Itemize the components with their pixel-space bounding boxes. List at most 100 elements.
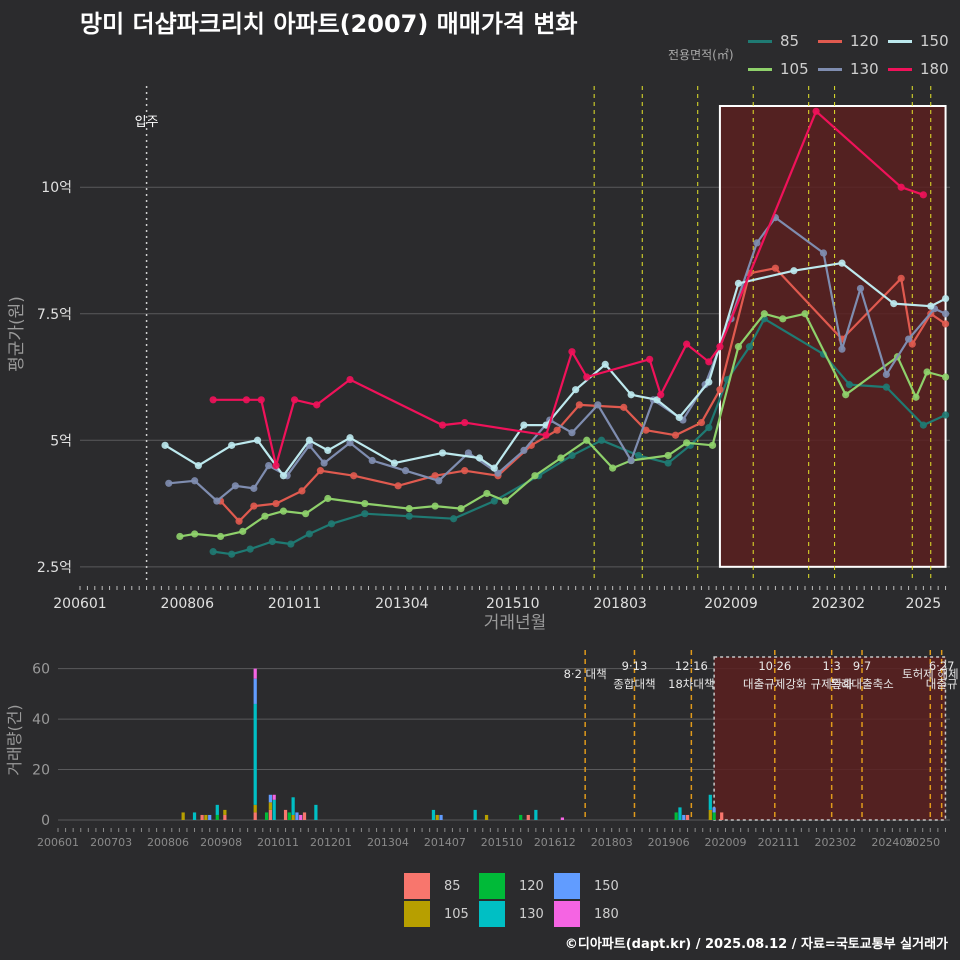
data-point-85 (305, 530, 313, 538)
bar-x-tick-label: 201304 (367, 836, 409, 849)
data-point-130 (627, 456, 635, 465)
bar-y-tick-label: 60 (32, 662, 50, 678)
data-point-105 (609, 464, 617, 472)
data-point-85 (597, 436, 606, 444)
bar-highlight-box (713, 656, 947, 821)
line-legend-label: 130 (850, 60, 879, 78)
y-tick-label: 10억 (41, 180, 72, 196)
data-point-130 (231, 482, 239, 490)
bar-legend-label: 130 (519, 906, 544, 922)
policy-label: 6·27 (929, 659, 955, 673)
move-in-label: 입주 (135, 115, 159, 130)
data-point-120 (697, 418, 706, 427)
data-point-120 (350, 472, 358, 480)
data-point-130 (346, 439, 354, 447)
data-point-180 (705, 358, 713, 366)
data-point-120 (642, 426, 650, 434)
bar-y-axis-title: 거래량(건) (5, 704, 24, 775)
data-point-180 (657, 391, 665, 399)
bar-legend-swatch (554, 901, 580, 927)
bar-120 (287, 812, 291, 820)
data-point-180 (257, 396, 265, 404)
data-point-130 (856, 284, 865, 293)
data-point-150 (927, 302, 935, 310)
data-point-85 (327, 520, 336, 528)
bar-legend-item-105: 105 (404, 900, 469, 928)
line-legend-swatch (748, 67, 772, 71)
data-point-120 (431, 472, 439, 480)
data-point-130 (520, 446, 528, 455)
data-point-150 (734, 279, 743, 287)
data-point-85 (246, 545, 254, 553)
data-point-150 (490, 464, 498, 472)
data-point-85 (568, 451, 576, 460)
data-point-105 (923, 368, 931, 376)
policy-label: 12·16 (675, 659, 708, 673)
data-point-180 (209, 396, 217, 404)
series-line-120 (219, 267, 947, 523)
line-legend-item-150: 150 (888, 30, 949, 52)
data-point-120 (771, 264, 780, 272)
x-tick-label: 201304 (375, 596, 429, 612)
data-point-130 (941, 310, 950, 318)
data-point-150 (520, 421, 528, 429)
policy-label-line2: 18차대책 (668, 677, 714, 691)
data-point-105 (779, 315, 787, 323)
data-point-150 (253, 436, 262, 444)
data-point-120 (250, 502, 258, 510)
data-point-120 (575, 401, 583, 409)
data-point-105 (279, 507, 288, 515)
policy-label-line2: 규제완화 (811, 677, 854, 691)
data-point-130 (435, 477, 443, 485)
data-point-180 (313, 401, 321, 409)
line-legend-label: 150 (920, 32, 949, 50)
data-point-180 (568, 348, 576, 356)
data-point-105 (361, 499, 369, 508)
policy-label-line2: 대출규 (926, 677, 958, 691)
bar-120 (215, 814, 219, 820)
data-point-150 (653, 396, 661, 404)
bar-legend-swatch (479, 901, 505, 927)
bar-85 (268, 809, 272, 820)
bar-x-tick-label: 201011 (257, 836, 299, 849)
data-point-85 (449, 515, 458, 523)
data-point-105 (431, 502, 439, 510)
data-point-105 (801, 310, 809, 318)
bar-120 (712, 812, 716, 820)
data-point-130 (213, 497, 221, 505)
bar-150 (712, 807, 716, 813)
policy-label-line2: 특례대출축소 (830, 677, 893, 691)
data-point-105 (664, 451, 672, 460)
data-point-150 (790, 267, 798, 275)
data-point-105 (302, 510, 310, 518)
data-point-180 (583, 373, 591, 381)
data-point-120 (235, 517, 243, 525)
line-legend-swatch (818, 67, 842, 71)
data-point-180 (290, 396, 299, 404)
line-legend-label: 180 (920, 60, 949, 78)
bar-85 (526, 814, 530, 820)
data-point-120 (394, 482, 402, 490)
data-point-130 (265, 461, 273, 470)
bar-130 (272, 799, 276, 820)
bar-150 (682, 814, 686, 820)
data-point-150 (572, 386, 580, 394)
data-point-105 (191, 530, 199, 538)
policy-label-line2: 대출규제강화 (743, 677, 807, 691)
data-point-120 (620, 403, 628, 411)
line-legend-label: 85 (780, 32, 800, 50)
y-tick-label: 5억 (50, 433, 72, 449)
bar-85 (720, 812, 724, 820)
bar-105 (253, 804, 257, 813)
bar-legend-swatch (404, 901, 430, 927)
bar-85 (283, 809, 288, 820)
bar-85 (685, 814, 690, 820)
bar-legend-swatch (554, 873, 580, 899)
bar-130 (431, 809, 436, 820)
bar-legend-swatch (404, 873, 430, 899)
bar-legend-label: 85 (444, 878, 461, 894)
bar-x-tick-label: 200703 (90, 836, 132, 849)
data-point-180 (919, 191, 927, 199)
bar-x-tick-label: 201201 (310, 836, 352, 849)
bar-180 (253, 668, 257, 679)
